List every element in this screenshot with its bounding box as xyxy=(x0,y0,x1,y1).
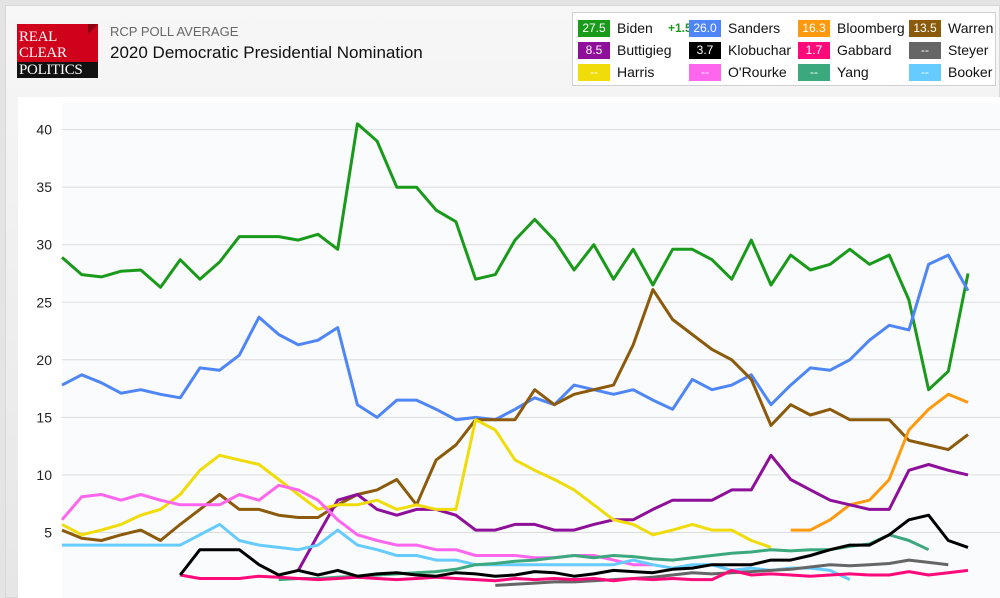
y-tick-label: 15 xyxy=(36,409,52,425)
legend-value: 3.7 xyxy=(689,41,721,59)
logo-black-block xyxy=(17,62,98,78)
y-tick-label: 5 xyxy=(44,524,52,540)
series-line-harris[interactable] xyxy=(61,418,772,549)
legend-value: 16.3 xyxy=(798,19,830,37)
legend-value: 1.7 xyxy=(798,41,830,59)
legend-label: Buttigieg xyxy=(617,42,672,58)
legend-label: Klobuchar xyxy=(728,42,792,58)
legend-label: O'Rourke xyxy=(728,64,787,80)
legend-value: -- xyxy=(909,41,941,59)
legend-value: 26.0 xyxy=(689,19,721,37)
legend-label: Booker xyxy=(948,64,993,80)
legend-label: Yang xyxy=(837,64,869,80)
rcp-logo[interactable]: REAL CLEAR POLITICS xyxy=(17,24,98,78)
legend-value: -- xyxy=(909,63,941,81)
legend-item-orourke[interactable]: -- O'Rourke xyxy=(689,63,787,81)
legend-item-warren[interactable]: 13.5 Warren xyxy=(909,19,993,37)
y-tick-label: 40 xyxy=(36,122,52,138)
legend-item-steyer[interactable]: -- Steyer xyxy=(909,41,988,59)
legend-item-yang[interactable]: -- Yang xyxy=(798,63,869,81)
logo-word: POLITICS xyxy=(19,62,83,78)
legend: 27.5 Biden +1.5 26.0 Sanders 16.3 Bloomberg 13.… xyxy=(572,12,996,86)
legend-item-buttigieg[interactable]: 8.5 Buttigieg xyxy=(578,41,671,59)
legend-item-harris[interactable]: -- Harris xyxy=(578,63,654,81)
legend-change: +1.5 xyxy=(668,21,692,35)
legend-item-booker[interactable]: -- Booker xyxy=(909,63,992,81)
series-line-gabbard[interactable] xyxy=(179,568,969,583)
logo-word: CLEAR xyxy=(19,45,67,61)
legend-item-gabbard[interactable]: 1.7 Gabbard xyxy=(798,41,891,59)
y-tick-label: 10 xyxy=(36,467,52,483)
plot-area xyxy=(62,103,1000,598)
series-line-sanders[interactable] xyxy=(61,253,970,422)
series-line-bloomberg[interactable] xyxy=(790,392,969,532)
y-tick-label: 30 xyxy=(36,237,52,253)
legend-value: 13.5 xyxy=(909,19,941,37)
legend-label: Bloomberg xyxy=(837,20,905,36)
logo-red-block xyxy=(17,24,98,62)
legend-value: 27.5 xyxy=(578,19,610,37)
y-tick-label: 35 xyxy=(36,179,52,195)
legend-label: Gabbard xyxy=(837,42,892,58)
legend-label: Steyer xyxy=(948,42,989,58)
kicker: RCP POLL AVERAGE xyxy=(110,24,239,39)
legend-label: Harris xyxy=(617,64,655,80)
y-tick-label: 20 xyxy=(36,352,52,368)
series-line-warren[interactable] xyxy=(61,288,969,542)
legend-value: -- xyxy=(689,63,721,81)
legend-value: 8.5 xyxy=(578,41,610,59)
series-line-klobuchar[interactable] xyxy=(179,513,969,578)
logo-word: REAL xyxy=(19,29,57,45)
legend-item-sanders[interactable]: 26.0 Sanders xyxy=(689,19,780,37)
legend-label: Sanders xyxy=(728,20,781,36)
chart-title: 2020 Democratic Presidential Nomination xyxy=(110,43,423,62)
y-tick-label: 25 xyxy=(36,294,52,310)
legend-item-klobuchar[interactable]: 3.7 Klobuchar xyxy=(689,41,791,59)
logo-fold xyxy=(88,24,98,34)
legend-item-biden[interactable]: 27.5 Biden +1.5 xyxy=(578,19,692,37)
series-line-buttigieg[interactable] xyxy=(296,453,969,572)
legend-value: -- xyxy=(798,63,830,81)
legend-label: Warren xyxy=(948,20,994,36)
series-line-steyer[interactable] xyxy=(495,558,949,587)
legend-item-bloomberg[interactable]: 16.3 Bloomberg xyxy=(798,19,905,37)
legend-value: -- xyxy=(578,63,610,81)
legend-label: Biden xyxy=(617,20,653,36)
series-line-biden[interactable] xyxy=(61,122,970,392)
series-line-booker[interactable] xyxy=(62,522,851,581)
